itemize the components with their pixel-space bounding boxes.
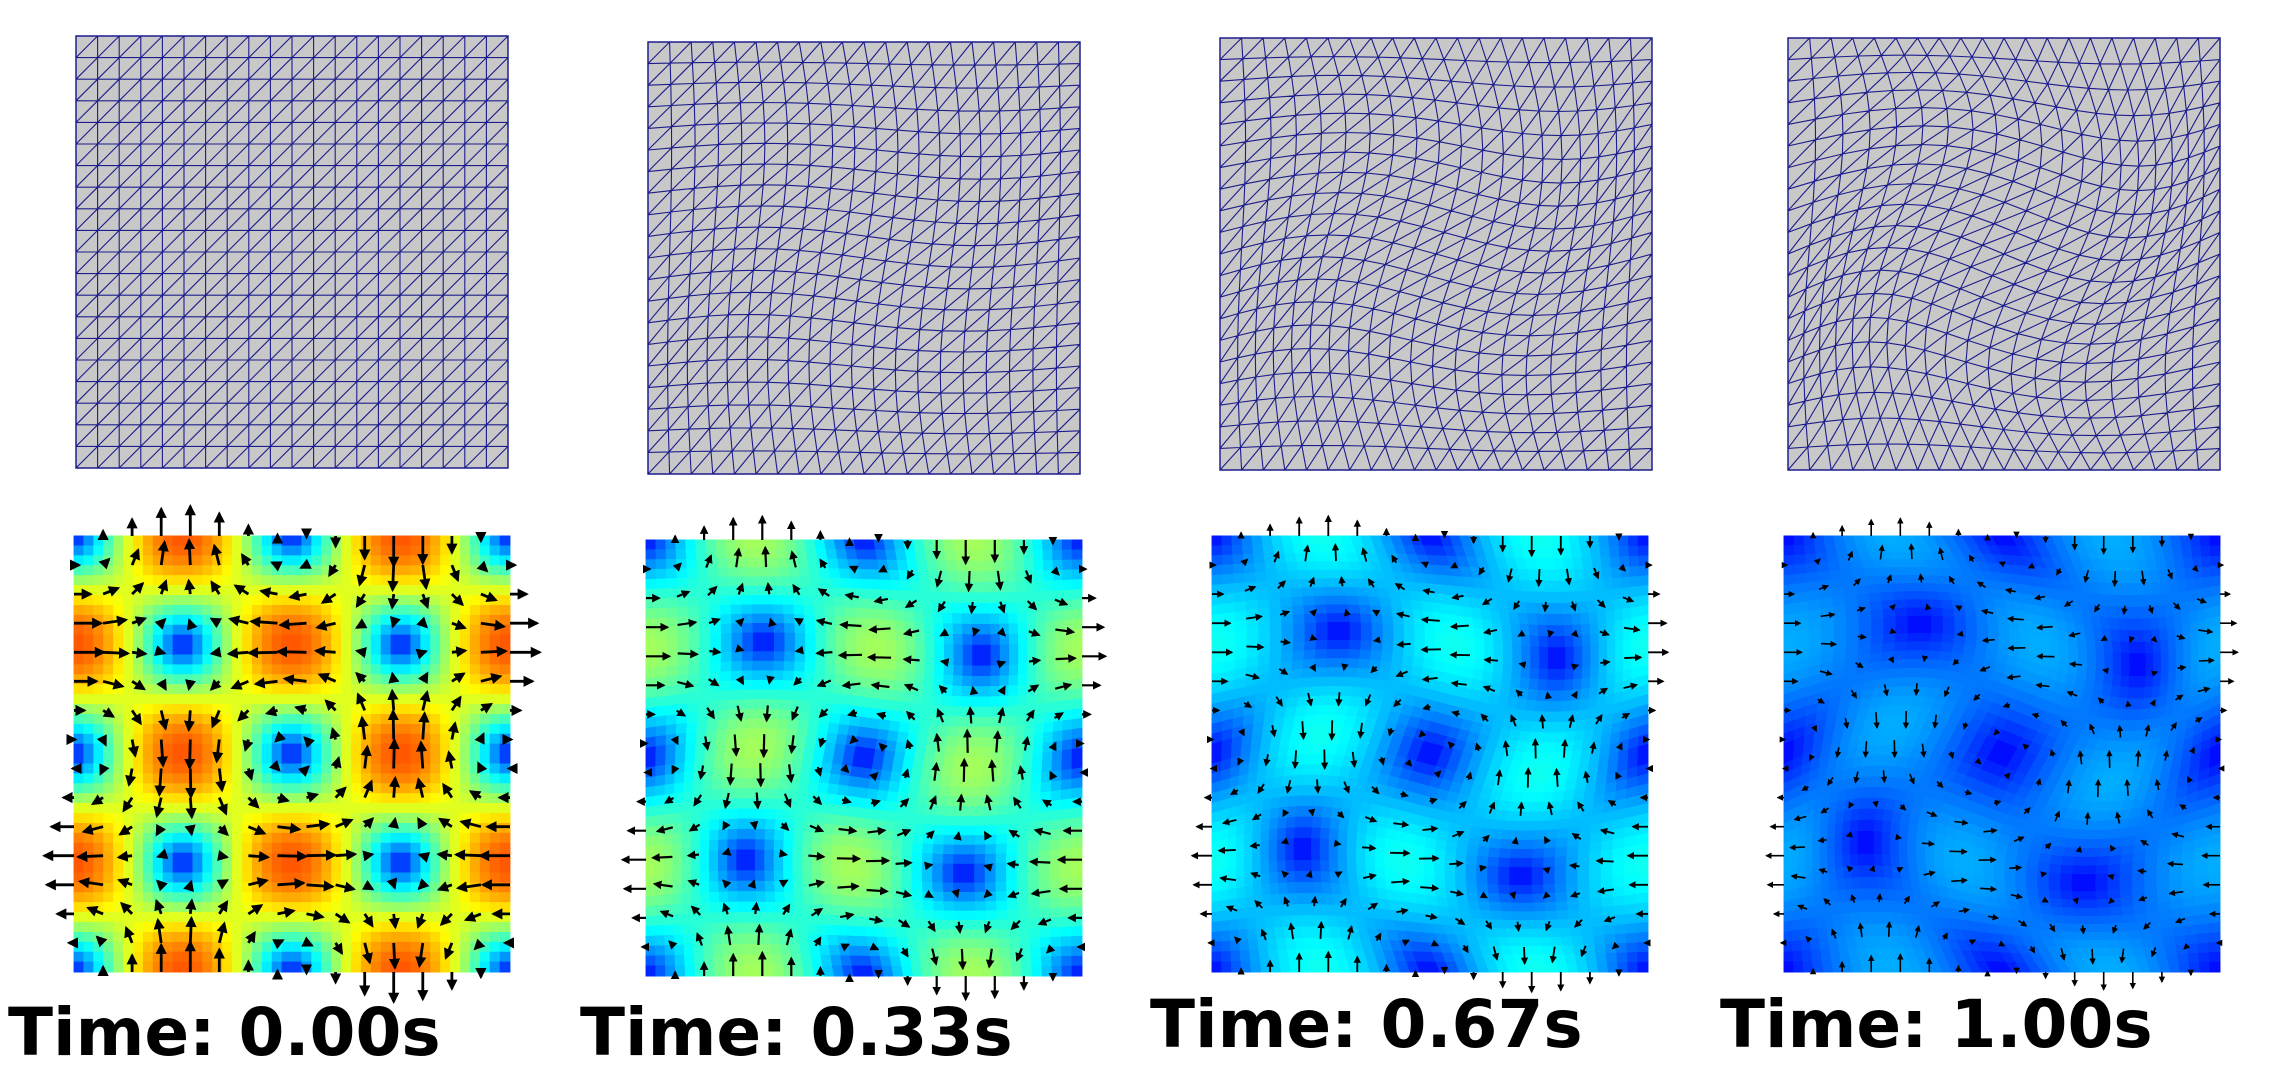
speed-colormap <box>645 539 1083 977</box>
mesh-edges <box>1787 37 2221 471</box>
velocity-arrows <box>1765 517 2239 991</box>
mesh-edges <box>1219 37 1653 471</box>
field-row <box>42 504 2239 1004</box>
speed-colormap <box>1211 535 1649 973</box>
field-panel-1 <box>620 514 1108 1002</box>
mesh-panel-2 <box>1219 37 1653 471</box>
field-panel-0 <box>42 504 542 1004</box>
mesh-panel-0 <box>75 35 509 469</box>
speed-colormap <box>1783 535 2221 973</box>
speed-colormap <box>73 535 511 973</box>
velocity-arrows <box>620 514 1108 1002</box>
field-panel-2 <box>1190 514 1670 994</box>
mesh-panel-1 <box>647 41 1081 475</box>
mesh-panel-3 <box>1787 37 2221 471</box>
mesh-edges <box>647 41 1081 475</box>
velocity-arrows <box>1190 514 1670 994</box>
mesh-row <box>75 35 2221 475</box>
time-label-3: Time: 1.00s <box>1720 986 2153 1063</box>
time-label-0: Time: 0.00s <box>8 994 441 1071</box>
time-label-1: Time: 0.33s <box>580 994 1013 1071</box>
time-label-2: Time: 0.67s <box>1150 986 1583 1063</box>
field-panel-3 <box>1765 517 2239 991</box>
mesh-edges <box>75 35 509 469</box>
velocity-arrows <box>42 504 542 1004</box>
